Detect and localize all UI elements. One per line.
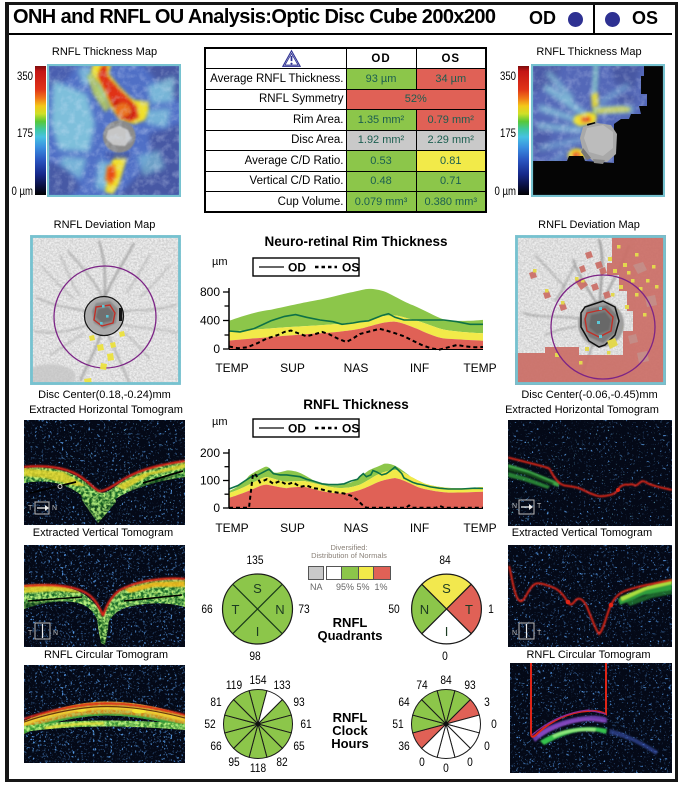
svg-text:T: T xyxy=(537,503,542,510)
svg-text:800: 800 xyxy=(200,285,220,299)
svg-text:T: T xyxy=(28,505,33,512)
svg-text:N: N xyxy=(512,630,517,637)
svg-text:T: T xyxy=(465,602,473,617)
svg-text:SUP: SUP xyxy=(280,521,305,535)
svg-text:SUP: SUP xyxy=(280,361,305,375)
svg-text:N: N xyxy=(53,630,58,637)
svg-text:T: T xyxy=(28,630,33,637)
svg-text:OS: OS xyxy=(342,261,359,275)
svg-text:I: I xyxy=(256,624,260,639)
svg-text:S: S xyxy=(253,581,262,596)
svg-text:TEMP: TEMP xyxy=(463,521,496,535)
svg-text:0: 0 xyxy=(213,501,220,515)
svg-text:OD: OD xyxy=(288,261,306,275)
svg-text:T: T xyxy=(537,630,542,637)
svg-text:TEMP: TEMP xyxy=(215,361,248,375)
svg-text:OD: OD xyxy=(288,422,306,436)
svg-text:µm: µm xyxy=(212,256,228,268)
svg-text:OS: OS xyxy=(342,422,359,436)
svg-text:NAS: NAS xyxy=(344,521,369,535)
svg-text:200: 200 xyxy=(200,446,220,460)
svg-text:100: 100 xyxy=(200,474,220,488)
svg-text:INF: INF xyxy=(410,521,429,535)
svg-text:TEMP: TEMP xyxy=(215,521,248,535)
svg-text:T: T xyxy=(232,602,240,617)
svg-text:TEMP: TEMP xyxy=(463,361,496,375)
svg-text:I: I xyxy=(445,624,449,639)
svg-text:S: S xyxy=(442,581,451,596)
svg-text:0: 0 xyxy=(213,342,220,356)
svg-text:N: N xyxy=(420,602,429,617)
svg-text:N: N xyxy=(512,503,517,510)
svg-text:NAS: NAS xyxy=(344,361,369,375)
svg-text:INF: INF xyxy=(410,361,429,375)
svg-text:N: N xyxy=(275,602,284,617)
svg-text:µm: µm xyxy=(212,416,228,428)
svg-text:N: N xyxy=(52,505,57,512)
svg-text:400: 400 xyxy=(200,314,220,328)
